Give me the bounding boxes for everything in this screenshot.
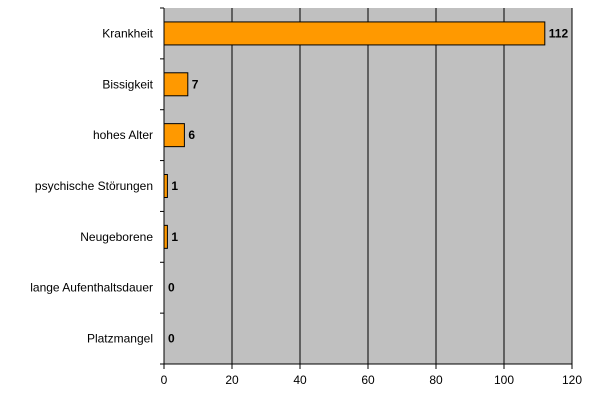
category-label-0: Krankheit [102,26,153,40]
bar-3 [163,174,168,198]
data-label-0: 112 [549,26,569,40]
data-label-5: 0 [168,281,175,295]
x-tick-label-5: 100 [494,373,514,387]
data-label-6: 0 [168,332,175,346]
bar-0 [163,21,546,46]
x-tick-label-0: 0 [161,373,168,387]
data-label-2: 6 [188,128,195,142]
axes [160,7,573,369]
category-label-3: psychische Störungen [35,179,153,193]
bar-1 [163,72,189,97]
category-label-6: Platzmangel [87,332,153,346]
bar-4 [163,224,168,249]
x-tick-label-1: 20 [225,373,239,387]
category-label-4: Neugeborene [80,230,153,244]
category-label-5: lange Aufenthaltsdauer [30,281,153,295]
labels: Krankheit 112 Bissigkeit 7 hohes Alter 6 psych… [30,26,582,387]
category-label-2: hohes Alter [93,128,153,142]
bar-2 [163,123,185,148]
category-label-1: Bissigkeit [102,77,153,91]
data-label-1: 7 [192,77,199,91]
x-tick-label-3: 60 [361,373,375,387]
data-label-4: 1 [171,230,178,244]
grid-lines [231,8,573,364]
x-tick-label-6: 120 [562,373,582,387]
bars [163,21,546,249]
x-tick-label-2: 40 [293,373,307,387]
x-tick-label-4: 80 [429,373,443,387]
data-label-3: 1 [171,179,178,193]
